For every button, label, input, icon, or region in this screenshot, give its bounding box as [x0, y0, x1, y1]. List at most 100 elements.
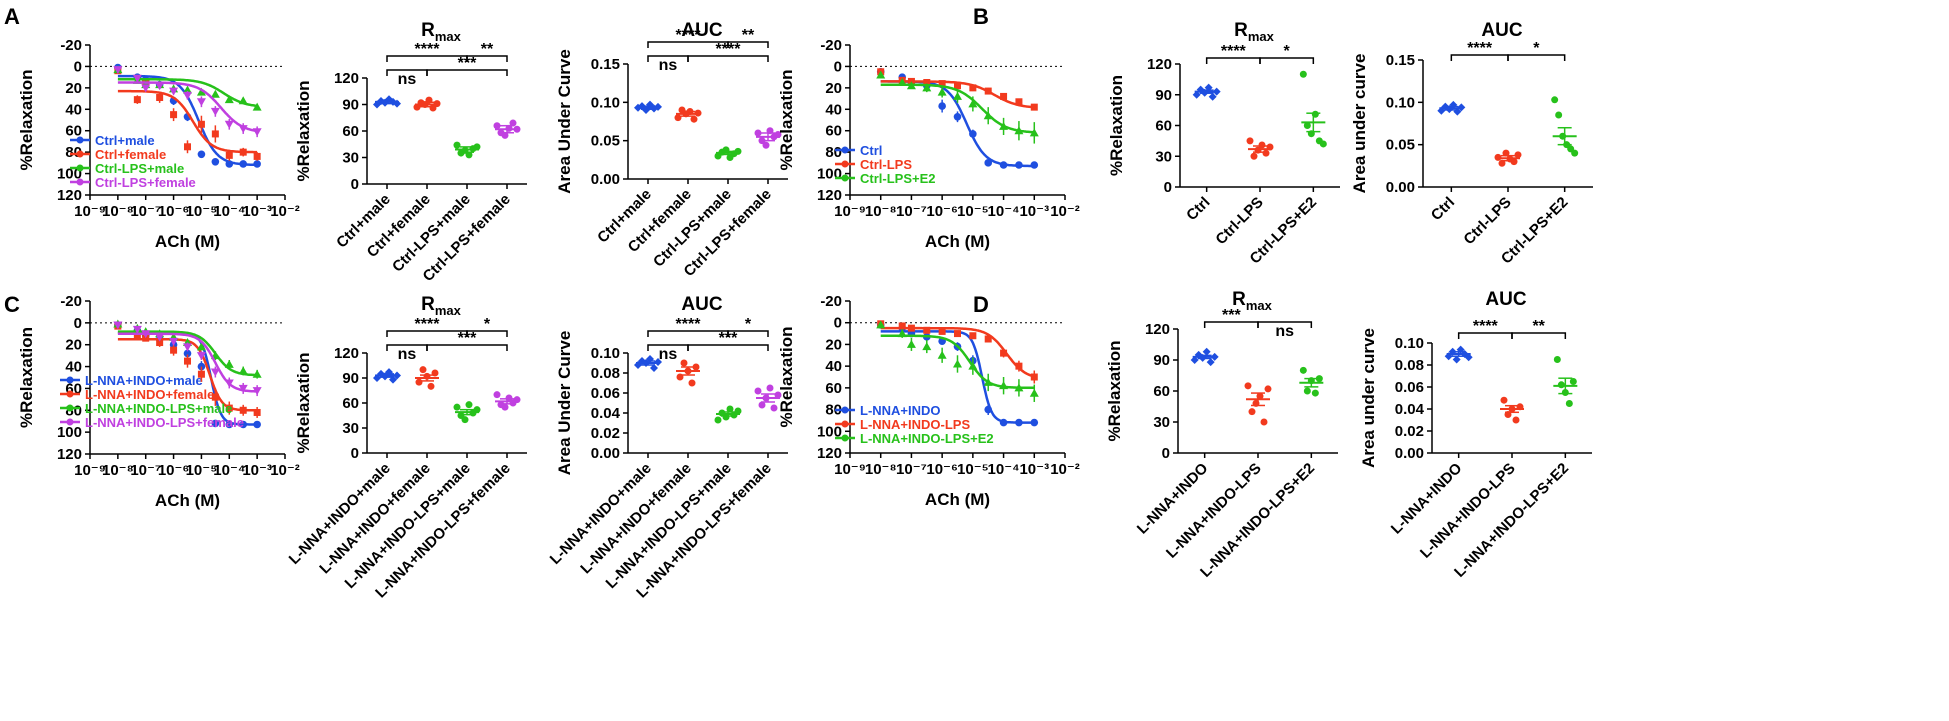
chart-d3-l-nna-indo-lps-category-label: L-NNA+INDO-LPS	[1417, 460, 1519, 562]
chart-a1-ctrl-lps-male-point	[210, 89, 220, 98]
chart-c1-x-tick-label: 10⁻²	[270, 462, 300, 479]
chart-c2-l-nna-indo-lps-female-point	[493, 391, 501, 399]
chart-b1-x-tick-label: 10⁻⁸	[865, 203, 897, 220]
chart-a2-significance-label: ***	[458, 55, 477, 72]
chart-d3-y-tick-label: 0.08	[1395, 357, 1424, 374]
chart-a1-y-tick-label: 60	[65, 123, 82, 140]
chart-a1-ctrl-female-point	[156, 94, 164, 101]
charts-layer: -20020406080100120%Relaxation10⁻⁹10⁻⁸10⁻…	[17, 20, 1593, 601]
chart-a1-ctrl-lps-male-point	[183, 85, 192, 94]
chart-d1-x-tick-label: 10⁻⁹	[834, 461, 866, 478]
chart-a1-ctrl-lps-male-point	[196, 87, 206, 96]
chart-c3-significance-bracket	[687, 344, 769, 351]
panel-label-d: D	[973, 292, 989, 317]
chart-d1-l-nna-indo-lps-point	[1030, 373, 1038, 381]
chart-c3-y-label: Area Under Curve	[555, 331, 574, 476]
chart-b1-ctrl-lps-e2-point	[968, 99, 978, 108]
chart-c1-l-nna-indo-lps-male-legend-marker	[66, 404, 74, 412]
chart-d2-y-tick-label: 0	[1162, 445, 1170, 462]
chart-d3-significance-bracket	[1511, 332, 1567, 339]
chart-a1-ctrl-lps-male-legend-label: Ctrl-LPS+male	[95, 161, 184, 176]
chart-c1-y-tick-label: 20	[65, 337, 82, 354]
chart-c1-l-nna-indo-lps-female-point	[238, 384, 248, 393]
chart-c3-y-tick-label: 0.10	[591, 345, 620, 362]
chart-d1-l-nna-indo-lps-e2-point	[999, 381, 1009, 390]
chart-d1-x-tick-label: 10⁻³	[1019, 461, 1049, 478]
chart-d3-title: AUC	[1485, 289, 1526, 310]
chart-d2: 0306090120%RelaxationRmaxL-NNA+INDOL-NNA…	[1105, 289, 1338, 581]
chart-d1-l-nna-indo-point	[999, 418, 1008, 427]
chart-c1-x-tick-label: 10⁻⁸	[102, 462, 134, 479]
chart-b3-ctrl-lps-point	[1498, 159, 1506, 167]
chart-d1-l-nna-indo-lps-e2-point	[1014, 383, 1024, 392]
chart-d1-l-nna-indo-lps-e2-legend-marker	[841, 434, 849, 442]
chart-d3-l-nna-indo-point	[1452, 355, 1461, 364]
chart-b3-y-label: Area under curve	[1350, 54, 1369, 194]
chart-c1-l-nna-indo-lps-male-point	[196, 342, 206, 351]
chart-b1-x-tick-label: 10⁻⁶	[926, 203, 958, 220]
chart-d3-l-nna-indo-lps-point	[1512, 416, 1520, 424]
panel-label-a: A	[4, 4, 20, 29]
chart-d2-l-nna-indo-lps-point	[1244, 382, 1252, 390]
chart-a2: 0306090120%RelaxationRmaxCtrl+maleCtrl+f…	[294, 20, 527, 285]
chart-c1-l-nna-indo-male-point	[211, 419, 220, 428]
chart-d1-y-tick-label: 60	[825, 380, 842, 397]
chart-c1-y-tick-label: 120	[57, 446, 82, 463]
chart-a1-ctrl-lps-female-legend-label: Ctrl-LPS+female	[95, 175, 196, 190]
chart-a2-significance-label: ****	[415, 41, 441, 58]
chart-d3-y-tick-label: 0.04	[1395, 401, 1425, 418]
chart-c3-l-nna-indo-lps-female-point	[754, 387, 762, 395]
chart-b3-title: AUC	[1481, 20, 1522, 41]
chart-a1-ctrl-lps-female-point	[113, 66, 123, 75]
chart-b2-ctrl-point	[1192, 90, 1201, 99]
chart-d2-title-subscript: max	[1246, 298, 1273, 313]
chart-c1-l-nna-indo-lps-female-point	[196, 352, 206, 361]
chart-b3-significance-label: *	[1533, 40, 1540, 57]
chart-a1-ctrl-lps-male-point	[238, 96, 248, 105]
chart-a2-ctrl-lps-male-point	[453, 141, 461, 149]
chart-b2-ctrl-lps-point	[1246, 137, 1254, 145]
chart-a3-ctrl-lps-female-point	[754, 129, 762, 137]
chart-a3-significance-bracket	[727, 41, 769, 48]
chart-b1-x-tick-label: 10⁻⁴	[988, 203, 1020, 220]
chart-c1-l-nna-indo-lps-male-point	[224, 359, 234, 368]
chart-b1-ctrl-lps-point	[1015, 98, 1023, 106]
chart-a1-ctrl-lps-female-point	[210, 107, 220, 116]
chart-c1-l-nna-indo-lps-female-point	[252, 387, 262, 396]
chart-b2-title: Rmax	[1234, 20, 1275, 44]
chart-b2-ctrl-lps-point	[1262, 149, 1270, 157]
chart-d1-l-nna-indo-lps-e2-point	[906, 339, 916, 348]
chart-b1-y-tick-label: 60	[825, 123, 842, 140]
chart-b1-ctrl-legend-label: Ctrl	[860, 143, 882, 158]
chart-a1-ctrl-lps-female-fit-line	[117, 81, 258, 133]
chart-d2-significance-bracket	[1257, 321, 1313, 328]
chart-a2-significance-label: **	[481, 41, 494, 58]
chart-b1-ctrl-point	[984, 159, 993, 167]
chart-a1-ctrl-lps-female-point	[155, 82, 165, 91]
chart-c3-y-tick-label: 0.00	[591, 445, 620, 462]
chart-d1-y-tick-label: 0	[834, 315, 842, 332]
chart-a3-ctrl-female-point	[690, 115, 698, 123]
chart-c1-l-nna-indo-male-point	[225, 420, 234, 429]
chart-c1-l-nna-indo-lps-female-legend-label: L-NNA+INDO-LPS+female	[85, 415, 244, 430]
chart-d1-l-nna-indo-lps-e2-point	[1029, 388, 1039, 397]
chart-c2-y-tick-label: 0	[351, 445, 359, 462]
chart-b1-y-tick-label: 120	[817, 187, 842, 204]
chart-c2-l-nna-indo-lps-male-point	[461, 416, 469, 424]
chart-d1-l-nna-indo-lps-e2-point	[953, 359, 962, 368]
chart-d1-l-nna-indo-lps-e2-point	[968, 361, 978, 370]
chart-c3-l-nna-indo-lps-female-point	[766, 384, 774, 392]
chart-b3-ctrl-lps-e2-point	[1555, 111, 1563, 119]
chart-d3-y-tick-label: 0.00	[1395, 445, 1424, 462]
chart-a3-ctrl-female-point	[674, 114, 682, 122]
chart-b1-ctrl-legend-marker	[841, 146, 849, 154]
chart-b1-ctrl-lps-e2-point	[1014, 126, 1024, 135]
chart-d1-y-tick-label: 100	[817, 423, 842, 440]
chart-b3-ctrl-lps-point	[1514, 151, 1522, 159]
chart-d1-l-nna-indo-lps-point	[938, 327, 946, 335]
chart-c1-l-nna-indo-lps-female-legend-marker	[66, 418, 74, 426]
chart-d2-l-nna-indo-lps-category-label: L-NNA+INDO-LPS	[1163, 460, 1265, 562]
chart-d1-l-nna-indo-lps-legend-label: L-NNA+INDO-LPS	[860, 417, 970, 432]
chart-c1-y-tick-label: 80	[65, 402, 82, 419]
